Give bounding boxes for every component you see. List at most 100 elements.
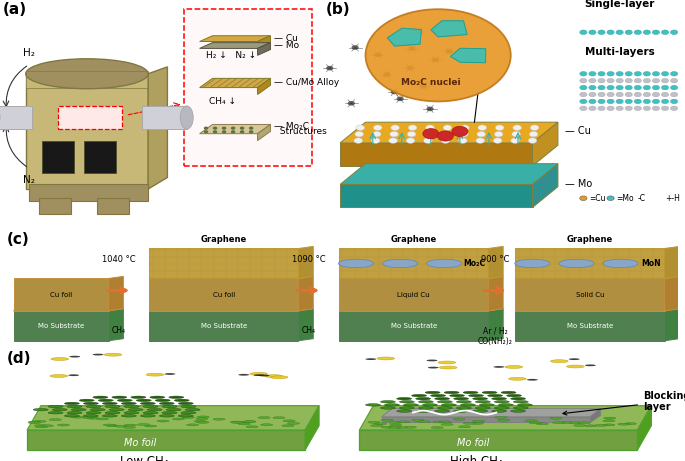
Circle shape [598, 78, 605, 83]
Circle shape [456, 401, 471, 403]
Polygon shape [305, 406, 319, 450]
Circle shape [36, 426, 48, 428]
Circle shape [428, 366, 438, 368]
Circle shape [607, 196, 614, 201]
Circle shape [432, 58, 439, 62]
Polygon shape [339, 276, 503, 278]
Polygon shape [382, 408, 601, 417]
Text: — Cu/Mo Alloy: — Cu/Mo Alloy [273, 78, 339, 88]
Circle shape [512, 131, 521, 137]
Text: H₂: H₂ [23, 47, 35, 58]
Circle shape [513, 125, 521, 130]
Circle shape [625, 71, 632, 76]
Circle shape [607, 85, 614, 90]
Circle shape [671, 106, 677, 111]
Circle shape [380, 407, 395, 409]
Circle shape [348, 101, 355, 106]
Circle shape [351, 45, 359, 50]
Circle shape [181, 412, 196, 414]
Circle shape [495, 416, 507, 418]
Circle shape [121, 414, 136, 417]
Circle shape [423, 138, 432, 143]
Polygon shape [199, 43, 271, 48]
Polygon shape [27, 430, 305, 450]
Text: Single-layer: Single-layer [584, 0, 655, 9]
Circle shape [589, 85, 596, 90]
Ellipse shape [559, 259, 594, 268]
Circle shape [598, 85, 605, 90]
Circle shape [412, 394, 427, 397]
Polygon shape [258, 43, 271, 55]
Circle shape [433, 421, 445, 423]
Circle shape [86, 405, 101, 408]
Circle shape [204, 127, 208, 130]
Circle shape [607, 106, 614, 111]
Text: Cu foil: Cu foil [212, 292, 235, 298]
Circle shape [397, 397, 412, 400]
Circle shape [49, 419, 62, 420]
Circle shape [603, 417, 616, 419]
Text: Mo Substrate: Mo Substrate [390, 323, 437, 329]
Circle shape [51, 358, 68, 361]
Text: Mo foil: Mo foil [125, 438, 157, 448]
Bar [0, 106, 32, 129]
Circle shape [616, 30, 623, 35]
Circle shape [452, 126, 468, 136]
Polygon shape [387, 28, 421, 46]
Circle shape [373, 131, 381, 137]
Circle shape [178, 414, 193, 417]
Text: 1090 °C: 1090 °C [292, 255, 325, 264]
Circle shape [580, 92, 587, 97]
Text: (a): (a) [3, 2, 27, 18]
Circle shape [453, 410, 469, 412]
Circle shape [388, 427, 401, 429]
Circle shape [438, 361, 456, 364]
Circle shape [595, 425, 607, 426]
Circle shape [72, 416, 84, 418]
Circle shape [147, 408, 162, 411]
Circle shape [166, 408, 181, 411]
Text: Solid Cu: Solid Cu [575, 292, 604, 298]
Circle shape [213, 130, 217, 134]
Circle shape [399, 401, 414, 403]
Circle shape [441, 138, 450, 143]
Circle shape [326, 66, 334, 71]
Text: CH₄: CH₄ [301, 326, 316, 336]
Circle shape [124, 405, 139, 408]
Circle shape [589, 92, 596, 97]
Circle shape [625, 92, 632, 97]
Circle shape [114, 425, 127, 427]
Circle shape [443, 125, 452, 130]
Text: Mo Substrate: Mo Substrate [201, 323, 247, 329]
Circle shape [404, 426, 416, 428]
Circle shape [104, 353, 122, 356]
Circle shape [652, 99, 660, 104]
Circle shape [178, 402, 193, 405]
Polygon shape [27, 406, 319, 430]
Polygon shape [149, 278, 299, 311]
Circle shape [589, 106, 596, 111]
Text: High CH₄: High CH₄ [450, 455, 503, 461]
Circle shape [390, 125, 399, 130]
Circle shape [121, 402, 136, 405]
Bar [38, 198, 71, 214]
Polygon shape [340, 184, 532, 207]
Circle shape [625, 106, 632, 111]
Text: (c): (c) [7, 232, 29, 247]
Circle shape [213, 127, 217, 130]
Circle shape [479, 404, 495, 406]
Circle shape [634, 99, 641, 104]
Circle shape [258, 417, 271, 419]
Circle shape [438, 131, 453, 141]
Circle shape [598, 92, 605, 97]
Circle shape [580, 30, 587, 35]
Circle shape [536, 423, 549, 425]
Circle shape [475, 401, 490, 403]
Polygon shape [14, 311, 108, 341]
Circle shape [442, 131, 451, 137]
Circle shape [160, 414, 174, 417]
Circle shape [375, 423, 386, 425]
Circle shape [566, 365, 584, 368]
Circle shape [618, 423, 630, 425]
Circle shape [34, 408, 48, 411]
